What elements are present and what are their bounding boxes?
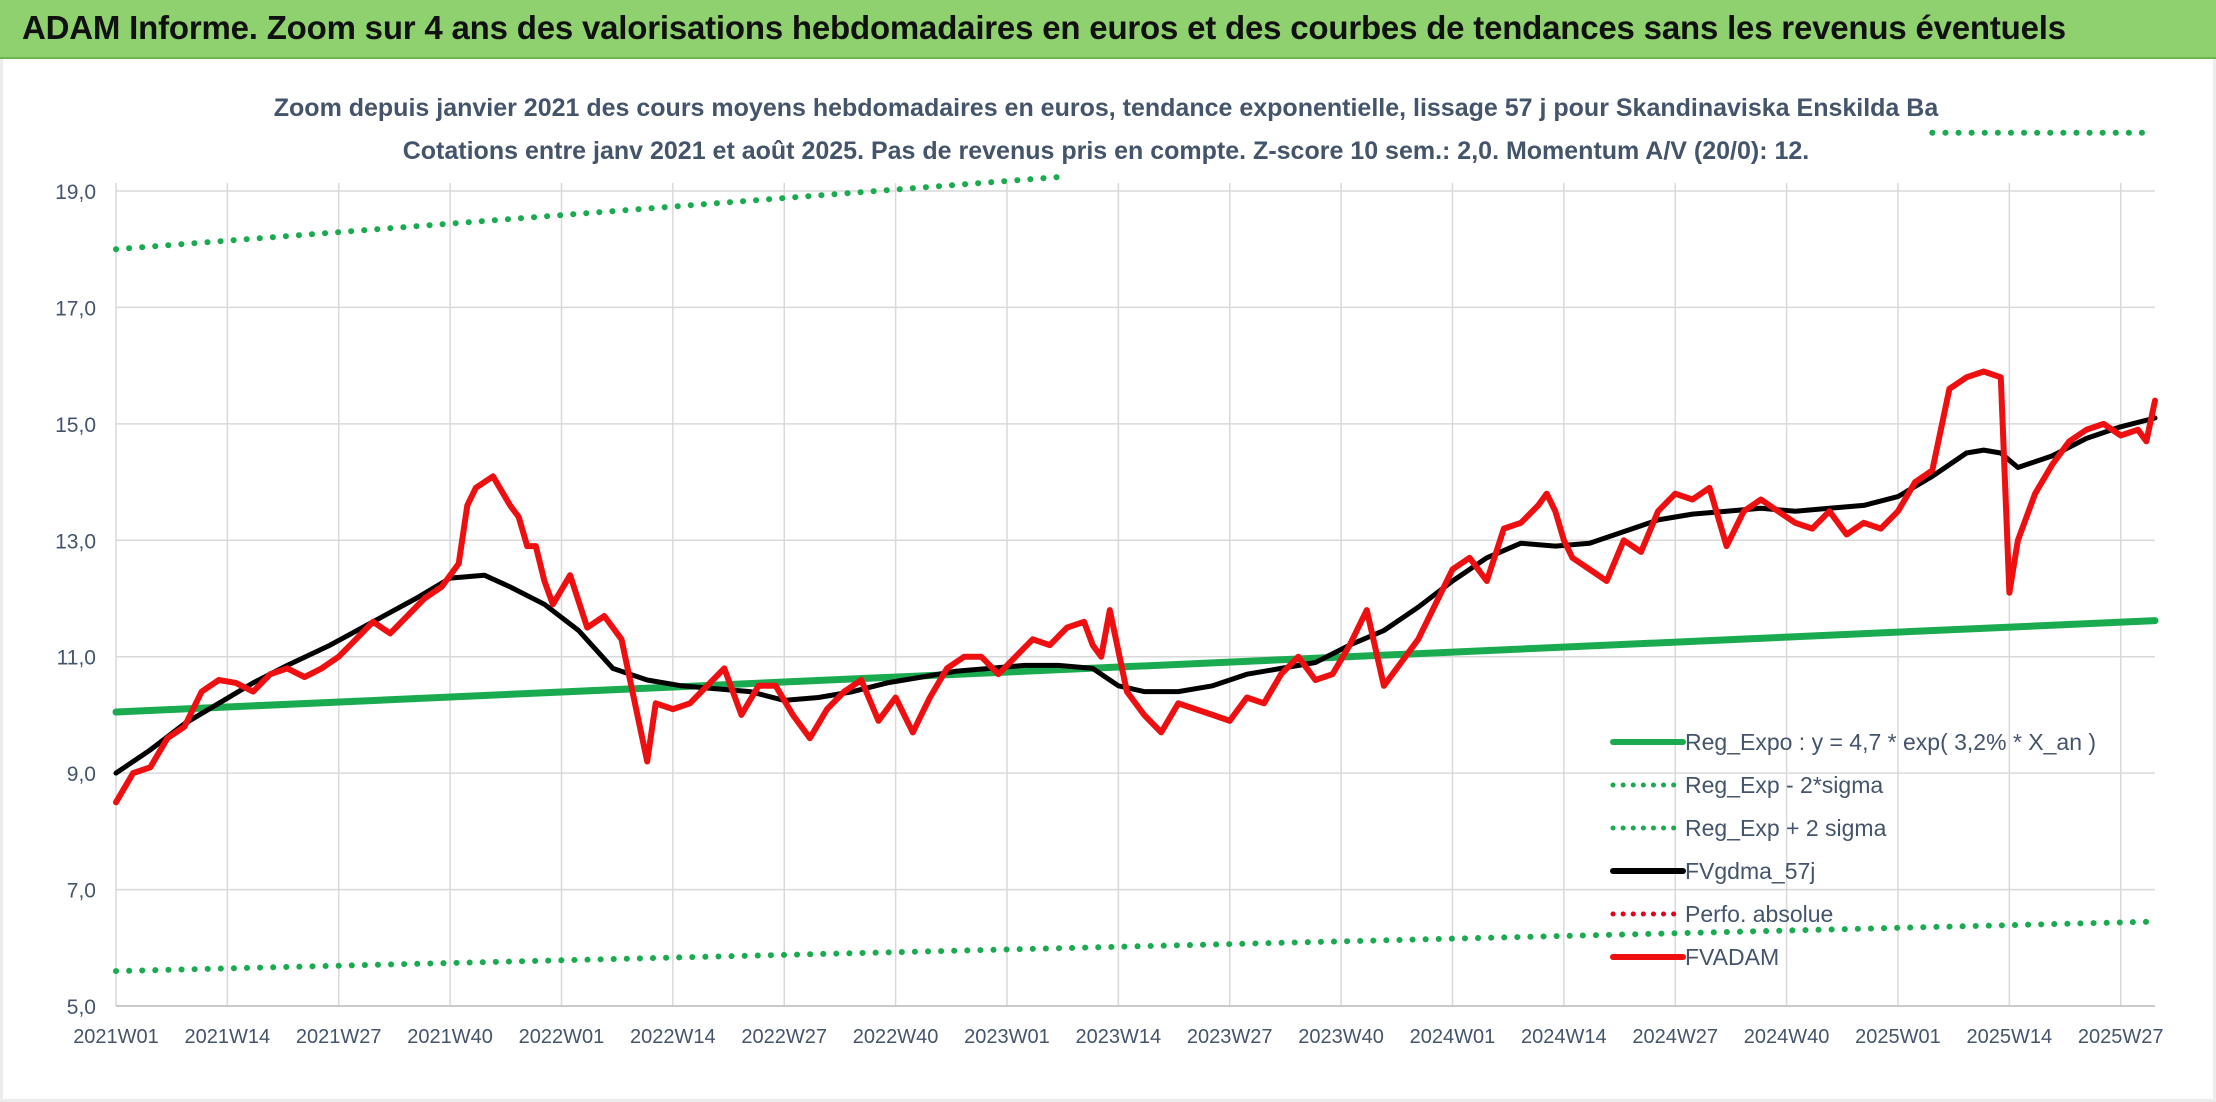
x-tick-label: 2022W14 — [630, 1026, 716, 1048]
y-tick-label: 17,0 — [55, 297, 96, 320]
chart-title-line-2: Cotations entre janv 2021 et août 2025. … — [403, 137, 1810, 165]
legend-label: FVgdma_57j — [1685, 858, 1815, 884]
x-tick-label: 2023W27 — [1187, 1026, 1273, 1048]
y-tick-label: 5,0 — [67, 996, 96, 1019]
x-tick-label: 2022W27 — [741, 1026, 827, 1048]
x-tick-label: 2023W01 — [964, 1026, 1050, 1048]
x-tick-label: 2023W40 — [1298, 1026, 1384, 1048]
chart-container: Zoom depuis janvier 2021 des cours moyen… — [0, 59, 2216, 1102]
series-group — [112, 129, 2159, 975]
series-line-1 — [113, 918, 2158, 975]
y-axis: 19,0 17,0 15,0 13,0 11,0 9,0 7,0 5,0 — [55, 181, 96, 1019]
y-tick-label: 11,0 — [57, 647, 96, 670]
x-tick-label: 2022W01 — [519, 1026, 605, 1048]
legend-label: Reg_Exp - 2*sigma — [1685, 772, 1883, 798]
y-tick-label: 19,0 — [55, 181, 96, 204]
page-title: ADAM Informe. Zoom sur 4 ans des valoris… — [22, 9, 2066, 46]
series-line-3 — [113, 415, 2158, 776]
x-axis: 2021W01 2021W14 2021W27 2021W40 2022W01 2022W… — [73, 1005, 2164, 1048]
y-tick-label: 9,0 — [67, 763, 96, 786]
x-tick-label: 2022W40 — [853, 1026, 939, 1048]
x-tick-label: 2021W40 — [407, 1026, 493, 1048]
legend-label: Reg_Expo : y = 4,7 * exp( 3,2% * X_an ) — [1685, 729, 2096, 755]
x-tick-label: 2024W40 — [1744, 1026, 1830, 1048]
x-tick-label: 2024W01 — [1410, 1026, 1496, 1048]
legend-label: Perfo. absolue — [1685, 901, 1833, 927]
chart-title-line-1: Zoom depuis janvier 2021 des cours moyen… — [274, 94, 1940, 122]
legend-label: FVADAM — [1685, 944, 1779, 970]
series-line-2-part-0 — [113, 173, 1070, 253]
line-chart: Zoom depuis janvier 2021 des cours moyen… — [55, 94, 2164, 1048]
x-tick-label: 2021W14 — [185, 1026, 271, 1048]
series-line-5 — [113, 368, 2158, 806]
x-tick-label: 2023W14 — [1076, 1026, 1162, 1048]
y-tick-label: 15,0 — [55, 414, 96, 437]
legend-label: Reg_Exp + 2 sigma — [1685, 815, 1887, 841]
x-tick-label: 2024W27 — [1632, 1026, 1718, 1048]
x-tick-label: 2021W27 — [296, 1026, 382, 1048]
series-line-0 — [112, 617, 2159, 716]
y-tick-label: 13,0 — [55, 530, 96, 553]
x-tick-label: 2024W14 — [1521, 1026, 1607, 1048]
header-banner: ADAM Informe. Zoom sur 4 ans des valoris… — [0, 0, 2216, 59]
x-tick-label: 2021W01 — [73, 1026, 159, 1048]
y-tick-label: 7,0 — [67, 880, 96, 903]
x-tick-label: 2025W27 — [2078, 1026, 2164, 1048]
x-tick-label: 2025W01 — [1855, 1026, 1941, 1048]
legend: Reg_Expo : y = 4,7 * exp( 3,2% * X_an ) R… — [1610, 729, 2096, 970]
x-tick-label: 2025W14 — [1967, 1026, 2053, 1048]
